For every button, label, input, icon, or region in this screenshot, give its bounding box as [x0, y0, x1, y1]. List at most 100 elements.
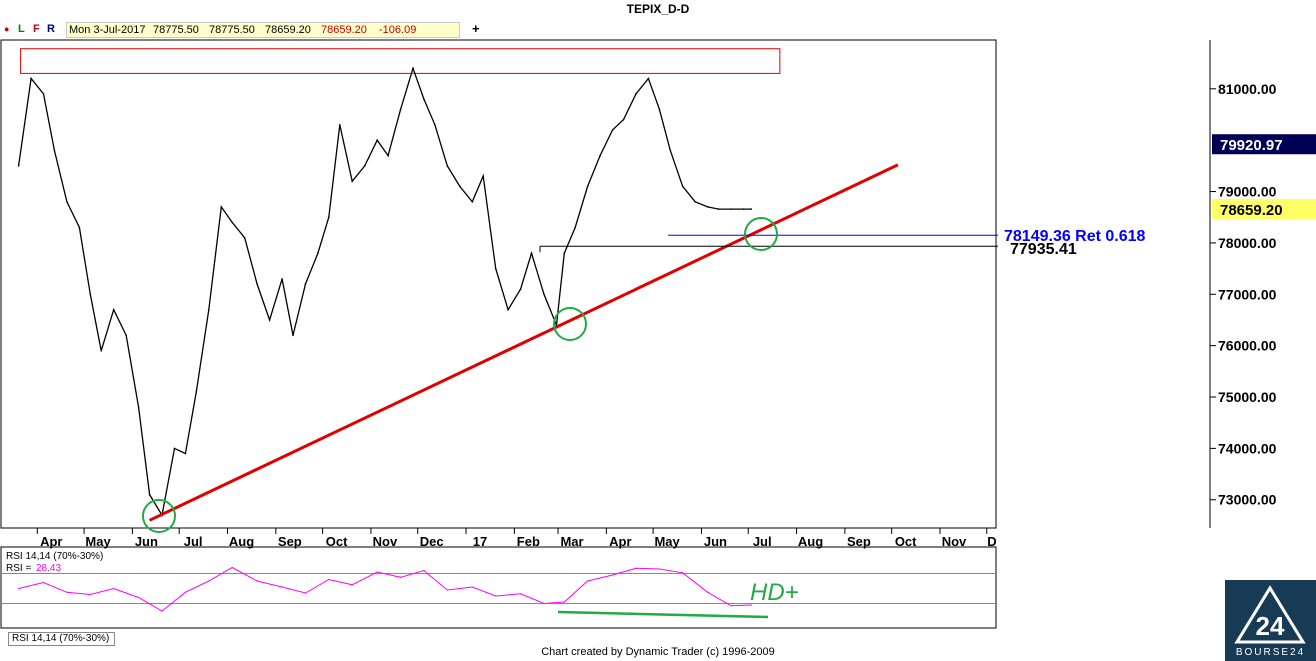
bourse24-logo: 24 BOURSE24 [1225, 580, 1316, 661]
readout-date: Mon 3-Jul-2017 [69, 24, 146, 36]
r-button[interactable]: R [47, 23, 55, 35]
x-tick-label: D [987, 534, 996, 549]
price-point [658, 108, 661, 111]
rsi-point [42, 581, 45, 584]
price-point [647, 77, 650, 80]
price-box [1212, 199, 1316, 220]
price-point [635, 93, 637, 95]
x-tick-label: Jun [135, 534, 158, 549]
rsi-point [543, 602, 545, 605]
price-point [100, 349, 103, 352]
price-panel-frame [0, 39, 997, 529]
rsi-current-value: 28.43 [36, 563, 61, 574]
price-point [243, 236, 246, 239]
price-point [17, 165, 20, 167]
x-tick-label: Oct [895, 534, 917, 549]
rsi-point [113, 587, 115, 590]
price-point [494, 267, 497, 270]
x-tick-label: Jul [753, 534, 772, 549]
x-tick-label: Sep [278, 534, 302, 549]
rsi-point [328, 578, 330, 581]
price-point [220, 206, 223, 208]
y-tick-label: 79000.00 [1218, 184, 1277, 200]
ohlc-readout: Mon 3-Jul-2017 78775.50 78775.50 78659.2… [66, 22, 460, 38]
x-tick-label: Nov [942, 534, 967, 549]
rsi-point [750, 604, 752, 606]
y-tick-label: 78000.00 [1218, 235, 1277, 251]
price-point [137, 406, 140, 409]
readout-change: -106.09 [379, 24, 417, 36]
rsi-point [66, 591, 68, 593]
price-point [530, 252, 533, 254]
price-point [78, 226, 81, 229]
price-point [412, 67, 414, 70]
price-point [89, 293, 92, 296]
rsi-title: RSI 14,14 (70%-30%) [6, 551, 103, 562]
highlight-circle [142, 499, 176, 533]
price-point [586, 185, 589, 188]
price-point [292, 334, 294, 337]
rsi-point [304, 592, 307, 594]
price-point [207, 308, 210, 311]
x-tick-label: Aug [798, 534, 823, 549]
rsi-point [138, 596, 140, 599]
y-tick-label: 76000.00 [1218, 338, 1277, 354]
f-button[interactable]: F [33, 23, 40, 35]
x-tick-label: Aug [229, 534, 254, 549]
add-symbol-icon[interactable]: + [472, 21, 480, 36]
rsi-point [563, 601, 565, 603]
rsi-point [281, 586, 283, 588]
rsi-line [18, 566, 752, 612]
logo-mark-icon: 24 [1234, 585, 1306, 644]
x-tick-label: Mar [560, 534, 583, 549]
y-tick-label: 74000.00 [1218, 440, 1277, 456]
price-point [423, 98, 425, 100]
rsi-point [658, 568, 660, 570]
price-point [281, 278, 283, 280]
status-dot-icon: ● [4, 24, 10, 34]
price-point [328, 216, 330, 219]
price-point [611, 129, 614, 131]
price-point [471, 201, 474, 203]
price-point [563, 252, 566, 254]
price-point [543, 293, 545, 296]
rsi-tab[interactable]: RSI 14,14 (70%-30%) [8, 632, 115, 646]
x-tick-label: Dec [420, 534, 444, 549]
price-point [482, 175, 484, 177]
x-tick-label: May [654, 534, 680, 549]
rsi-point [399, 576, 402, 578]
price-point [195, 391, 198, 393]
highlight-circle [744, 217, 778, 251]
price-point [53, 149, 56, 152]
price-point [694, 201, 697, 203]
x-tick-label: Jul [184, 534, 203, 549]
price-point [434, 123, 436, 126]
logo-text: BOURSE24 [1235, 647, 1306, 658]
price-point [742, 208, 745, 210]
price-line [17, 66, 752, 517]
price-point [599, 154, 601, 157]
price-point [376, 139, 378, 141]
footer-credit: Chart created by Dynamic Trader (c) 1996… [541, 646, 775, 658]
readout-high: 78775.50 [209, 24, 255, 36]
price-point [30, 77, 32, 80]
svg-text:24: 24 [1256, 611, 1285, 641]
x-tick-label: Nov [373, 534, 398, 549]
rsi-point [376, 571, 378, 573]
price-point [622, 118, 625, 121]
l-button[interactable]: L [18, 23, 25, 35]
price-point [669, 149, 672, 152]
price-point [446, 165, 449, 167]
rsi-point [611, 574, 614, 576]
rsi-point [471, 586, 473, 588]
rsi-point [231, 566, 233, 569]
divergence-line [557, 610, 769, 619]
info-bar: ● L F R + [2, 21, 1202, 37]
price-point [173, 447, 176, 450]
highlight-circle [553, 307, 587, 341]
y-tick-label: 77000.00 [1218, 286, 1277, 302]
x-tick-label: Apr [609, 534, 631, 549]
rsi-point [423, 569, 425, 572]
price-point [184, 452, 187, 455]
